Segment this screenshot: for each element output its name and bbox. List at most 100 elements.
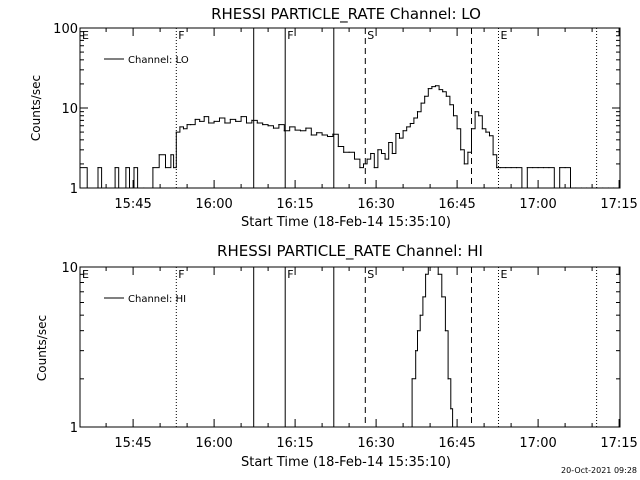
lo-data-point: [152, 166, 154, 169]
lo-data-point: [438, 88, 440, 91]
hi-data-point: [434, 267, 436, 268]
lo-data-point: [442, 91, 444, 93]
hi-series-line: [408, 267, 454, 427]
lo-data-point: [420, 102, 422, 104]
hi-y-tick-label: 1: [70, 421, 78, 436]
lo-data-point: [267, 125, 269, 127]
lo-data-point: [532, 166, 534, 169]
lo-data-point: [463, 163, 465, 165]
lo-data-point: [542, 166, 545, 169]
lo-data-point: [474, 111, 476, 113]
hi-plot-frame: [79, 266, 621, 428]
lo-data-point: [409, 122, 411, 125]
hi-data-point: [411, 378, 413, 380]
lo-data-point: [391, 152, 393, 155]
lo-data-point: [548, 166, 550, 169]
lo-data-point: [586, 187, 588, 188]
hi-x-tick-label: 16:15: [276, 436, 313, 451]
lo-data-point: [564, 166, 566, 169]
hi-x-tick-label: 16:30: [357, 436, 394, 451]
lo-data-point: [613, 187, 615, 188]
lo-data-point: [591, 187, 593, 188]
lo-data-point: [395, 132, 397, 135]
lo-data-point: [431, 86, 433, 88]
hi-x-tick-label: 17:15: [600, 436, 637, 451]
lo-data-point: [445, 95, 447, 97]
lo-event-marker-label: E: [82, 29, 89, 42]
lo-data-point: [460, 149, 462, 151]
hi-legend-label: Channel: HI: [128, 294, 186, 305]
lo-data-point: [235, 120, 237, 122]
lo-data-point: [164, 166, 167, 169]
hi-data-point: [450, 408, 452, 410]
hi-x-tick-label: 15:45: [114, 436, 151, 451]
lo-x-tick-label: 16:00: [195, 197, 232, 212]
lo-data-point: [424, 95, 426, 97]
lo-data-point: [224, 122, 226, 124]
lo-data-point: [133, 166, 135, 169]
lo-data-point: [186, 124, 188, 126]
hi-y-axis-label: Counts/sec: [35, 315, 49, 381]
lo-x-tick-label: 17:15: [600, 197, 637, 212]
hi-data-point: [427, 267, 429, 268]
lo-legend: Channel: LO: [104, 55, 189, 66]
lo-data-point: [97, 166, 99, 169]
hi-data-point: [452, 426, 454, 427]
hi-data-point: [422, 296, 424, 298]
hi-event-marker-label: E: [82, 268, 89, 281]
lo-data-point: [289, 126, 291, 128]
hi-event-marker-label: F: [287, 268, 293, 281]
lo-data-point: [406, 126, 408, 128]
hi-data-point: [407, 426, 410, 427]
lo-data-point: [208, 122, 210, 124]
lo-data-point: [170, 154, 172, 156]
lo-data-point: [362, 163, 365, 165]
lo-data-point: [575, 187, 577, 188]
lo-x-tick-label: 16:15: [276, 197, 313, 212]
lo-y-tick-label: 10: [61, 102, 78, 117]
hi-data-point: [419, 314, 421, 316]
lo-data-point: [332, 133, 334, 135]
lo-data-point: [251, 119, 253, 121]
lo-data-point: [380, 152, 383, 155]
lo-x-axis-label: Start Time (18-Feb-14 15:35:10): [241, 215, 451, 230]
lo-data-point: [569, 187, 572, 188]
lo-data-point: [326, 135, 329, 138]
lo-data-point: [496, 166, 498, 169]
lo-data-point: [427, 87, 429, 90]
lo-data-point: [137, 187, 139, 188]
lo-data-point: [305, 127, 307, 129]
lo-x-tick-label: 17:00: [519, 197, 556, 212]
lo-data-point: [384, 158, 386, 160]
lo-data-point: [510, 166, 512, 169]
hi-x-tick-label: 16:45: [438, 436, 475, 451]
lo-data-point: [353, 158, 356, 160]
lo-data-point: [128, 187, 131, 188]
hi-data-point: [437, 273, 439, 275]
lo-data-point: [213, 120, 215, 122]
lo-y-tick-label: 1: [70, 182, 78, 197]
lo-data-point: [245, 122, 248, 124]
lo-data-point: [229, 118, 231, 121]
hi-data-point: [430, 267, 432, 268]
lo-data-point: [182, 128, 185, 130]
lo-data-point: [485, 131, 487, 133]
lo-data-point: [515, 166, 518, 169]
lo-data-point: [449, 104, 451, 106]
hi-event-marker-label: E: [501, 268, 508, 281]
lo-data-point: [505, 166, 507, 169]
lo-data-point: [80, 166, 81, 169]
lo-data-point: [256, 122, 258, 124]
hi-data-point: [447, 378, 449, 380]
lo-event-marker-label: F: [287, 29, 293, 42]
lo-x-tick-label: 15:45: [114, 197, 151, 212]
lo-x-tick-label: 16:45: [438, 197, 475, 212]
lo-data-point: [125, 166, 127, 169]
timestamp: 20-Oct-2021 09:28: [561, 466, 637, 475]
lo-data-point: [580, 187, 582, 188]
hi-y-tick-label: 10: [61, 261, 78, 276]
lo-data-point: [488, 135, 491, 137]
hi-channel-panel: RHESSI PARTICLE_RATE Channel: HI Counts/…: [35, 242, 638, 470]
hi-legend: Channel: HI: [104, 294, 186, 305]
